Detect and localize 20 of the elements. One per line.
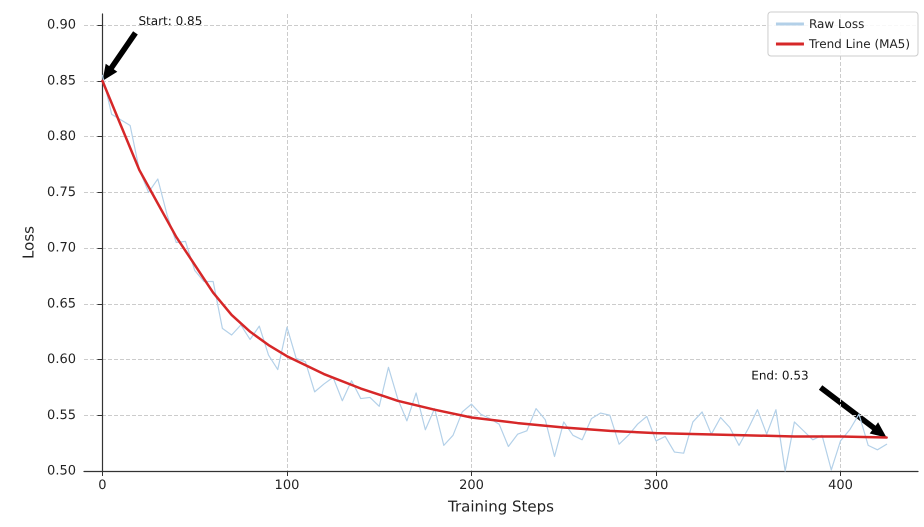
y-tick-label: 0.85	[47, 73, 76, 88]
y-tick-label: 0.90	[47, 18, 76, 33]
y-tick-label: 0.65	[47, 296, 76, 312]
y-tick-label: 0.50	[47, 464, 76, 478]
y-axis-title: Loss	[20, 226, 38, 259]
legend-label: Raw Loss	[808, 17, 864, 31]
annotation: End: 0.53	[751, 368, 809, 383]
x-axis-title: Training Steps	[447, 498, 554, 516]
x-tick-label: 300	[644, 478, 668, 493]
x-tick-label: 100	[274, 478, 300, 493]
legend-label: Trend Line (MA5)	[808, 37, 910, 51]
x-tick-label: 0	[98, 478, 107, 493]
y-tick-label: 0.70	[47, 240, 76, 256]
annotation: Start: 0.85	[138, 14, 202, 28]
x-tick-label: 400	[828, 478, 853, 493]
x-tick-label: 200	[459, 478, 484, 493]
y-tick-label: 0.60	[47, 352, 76, 368]
y-tick-label: 0.80	[47, 129, 76, 144]
y-tick-label: 0.75	[47, 184, 76, 200]
y-tick-label: 0.55	[47, 408, 76, 423]
